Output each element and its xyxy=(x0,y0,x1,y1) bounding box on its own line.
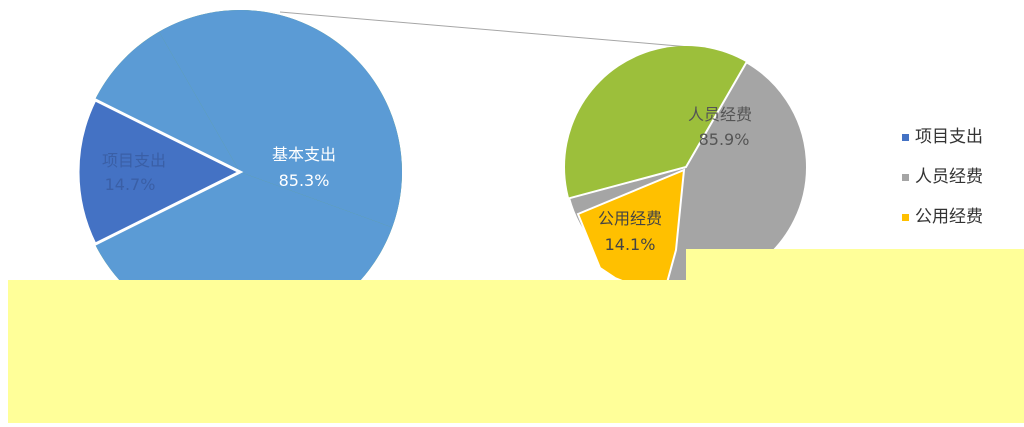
overlay-layer xyxy=(8,249,1024,423)
pie-slice xyxy=(76,97,244,247)
overlay-rect xyxy=(8,280,1024,423)
slice-label: 人员经费 xyxy=(688,105,752,124)
legend-item: 人员经费 xyxy=(902,157,983,197)
overlay-rect xyxy=(686,249,1024,289)
slice-percent-label: 14.1% xyxy=(605,235,656,254)
legend-swatch xyxy=(902,133,909,141)
slice-percent-label: 85.9% xyxy=(699,130,750,149)
slice-label: 基本支出 xyxy=(272,145,336,164)
legend-swatch xyxy=(902,173,909,181)
connector-line xyxy=(279,11,691,48)
data-labels: 基本支出 85.3% 项目支出 14.7% 人员经费 85.9% 公用经费 14.1% xyxy=(102,105,752,254)
legend-item: 公用经费 xyxy=(902,197,983,237)
slice-label: 公用经费 xyxy=(598,209,662,228)
legend-label: 人员经费 xyxy=(915,166,983,187)
legend-label: 项目支出 xyxy=(915,126,983,147)
slice-percent-label: 85.3% xyxy=(279,171,330,190)
secondary-pie xyxy=(565,46,808,292)
slice-percent-label: 14.7% xyxy=(105,175,156,194)
legend: 项目支出 人员经费 公用经费 xyxy=(902,117,983,237)
pie-slice xyxy=(159,9,403,228)
legend-label: 公用经费 xyxy=(915,206,983,227)
slice-label: 项目支出 xyxy=(102,151,166,170)
legend-item: 项目支出 xyxy=(902,117,983,157)
legend-swatch xyxy=(902,213,909,221)
